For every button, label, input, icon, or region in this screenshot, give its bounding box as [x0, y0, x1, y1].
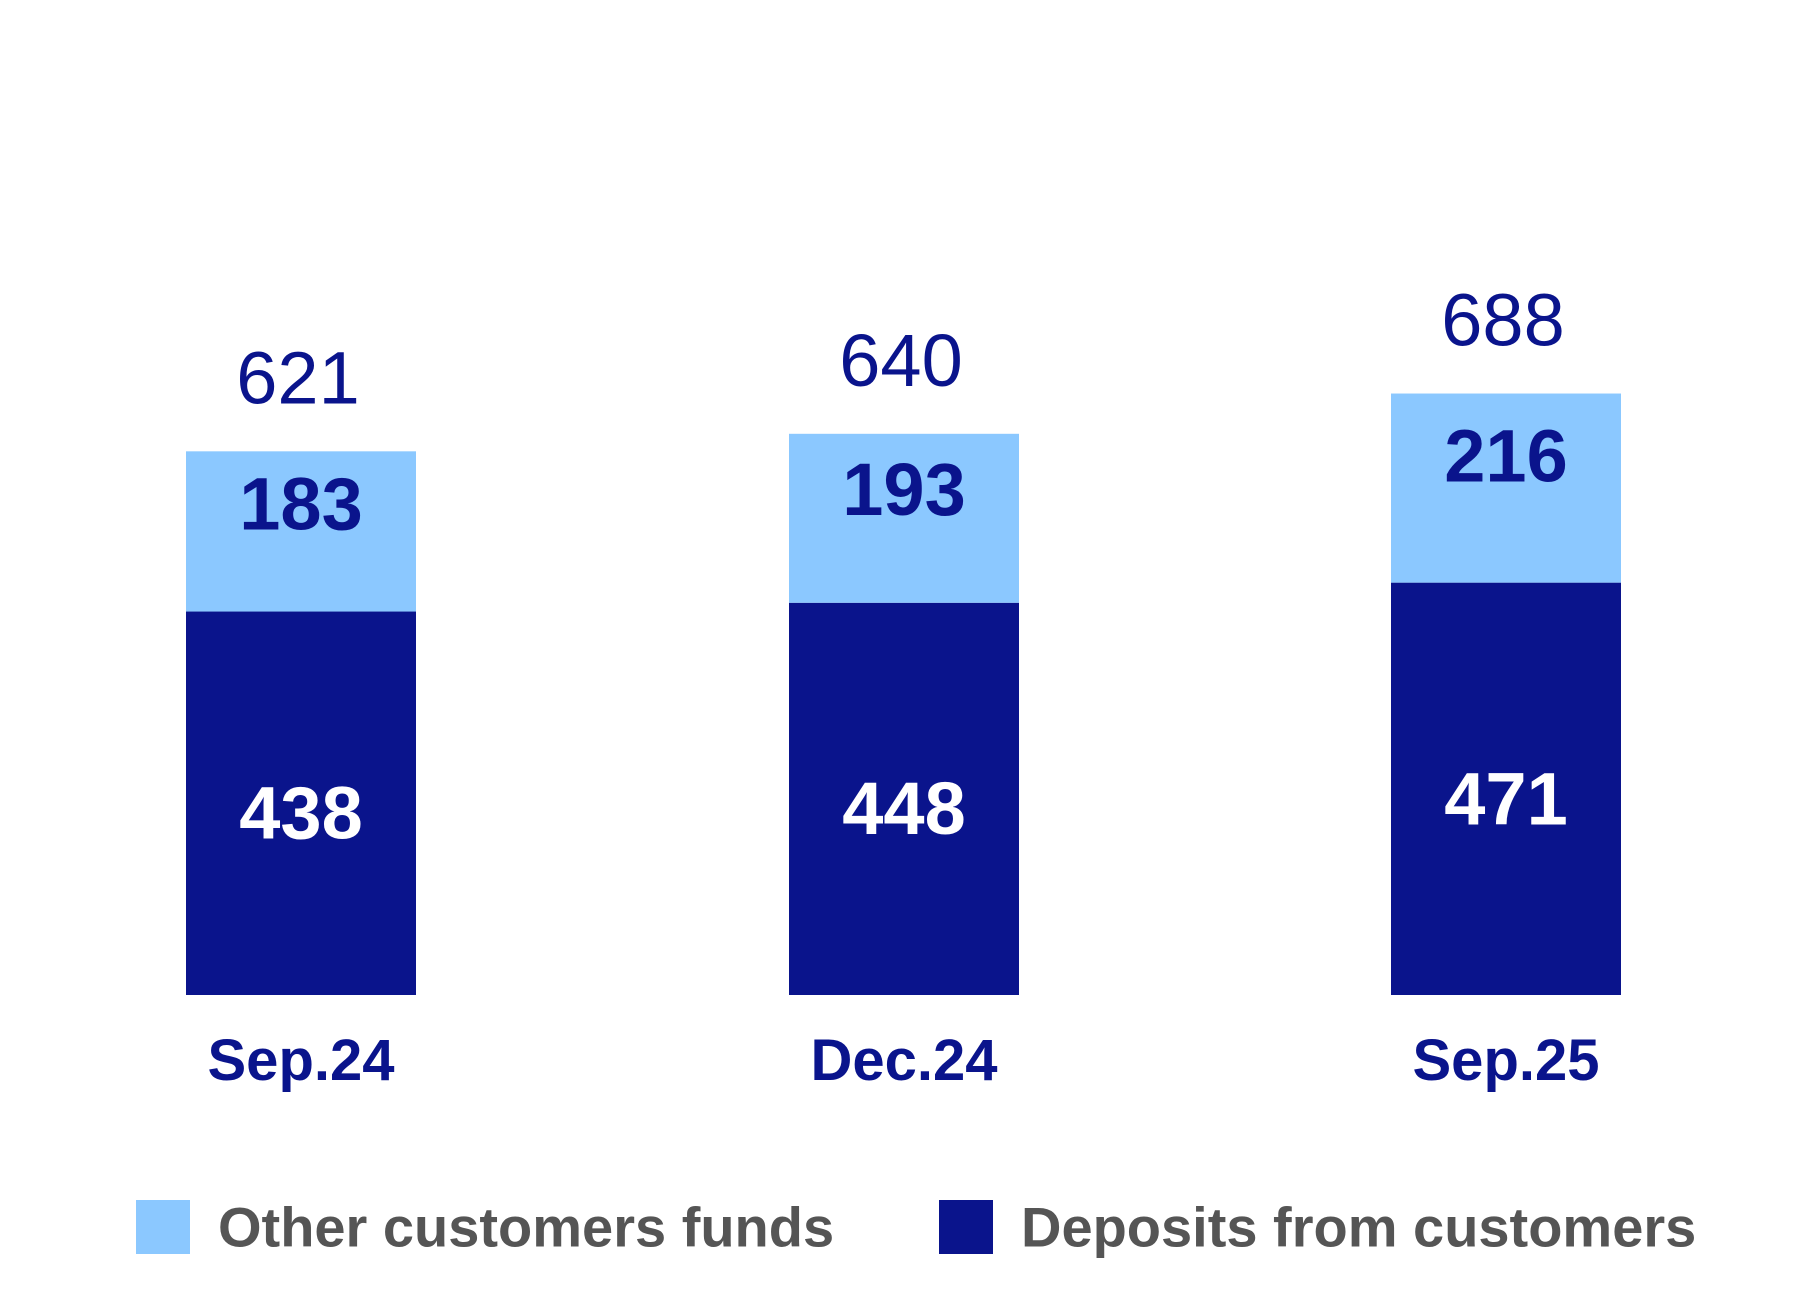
bar-other-customers-funds-2 — [1391, 393, 1621, 583]
legend: Other customers funds Deposits from custo… — [136, 1196, 1696, 1259]
bar-deposits-from-customers-1 — [789, 602, 1019, 995]
value-label-other-customers-funds-0: 183 — [239, 463, 362, 546]
bar-deposits-from-customers-2 — [1391, 582, 1621, 995]
labels-layer: 438 183 621 Sep.24 448 193 640 Dec.24 471 216 688 S… — [208, 279, 1600, 1093]
legend-label-other-customers-funds: Other customers funds — [218, 1196, 834, 1259]
bar-deposits-from-customers-0 — [186, 611, 416, 995]
category-label-0: Sep.24 — [208, 1028, 395, 1093]
value-label-deposits-from-customers-0: 438 — [239, 771, 362, 854]
total-label-0: 621 — [236, 336, 359, 419]
total-label-1: 640 — [839, 319, 962, 402]
category-label-1: Dec.24 — [810, 1028, 997, 1093]
value-label-deposits-from-customers-1: 448 — [842, 767, 965, 850]
total-label-2: 688 — [1441, 279, 1564, 362]
category-label-2: Sep.25 — [1413, 1028, 1600, 1093]
value-label-other-customers-funds-1: 193 — [842, 448, 965, 531]
bars-layer — [186, 393, 1621, 995]
value-label-other-customers-funds-2: 216 — [1444, 414, 1567, 497]
legend-label-deposits-from-customers: Deposits from customers — [1021, 1196, 1696, 1259]
value-label-deposits-from-customers-2: 471 — [1444, 758, 1567, 841]
legend-swatch-deposits-from-customers — [939, 1200, 993, 1254]
bar-other-customers-funds-0 — [186, 451, 416, 612]
bar-other-customers-funds-1 — [789, 433, 1019, 603]
legend-swatch-other-customers-funds — [136, 1200, 190, 1254]
